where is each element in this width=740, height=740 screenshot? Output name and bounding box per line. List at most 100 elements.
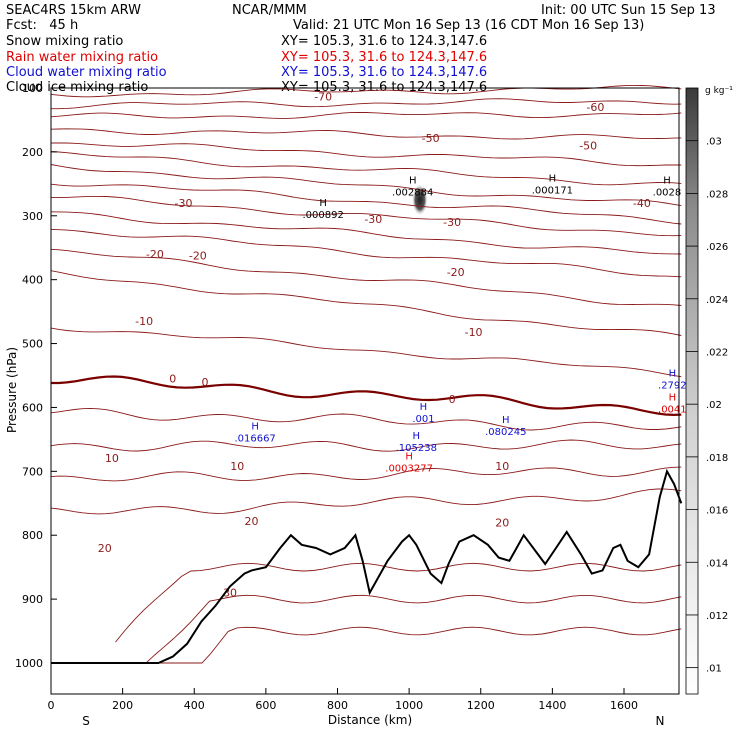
- isotherm-label: -10: [135, 315, 153, 328]
- y-axis-label: Pressure (hPa): [5, 347, 19, 433]
- isotherm-line: [51, 98, 682, 110]
- isotherm-line: [51, 195, 682, 237]
- freezing-level-line: [51, 375, 682, 417]
- init-time: Init: 00 UTC Sun 15 Sep 13: [541, 3, 716, 18]
- y-tick-label: 1000: [15, 657, 43, 670]
- isotherm-label: 10: [230, 460, 244, 473]
- isotherm-label: -20: [146, 248, 164, 261]
- snow-max-value: .000892: [302, 210, 343, 221]
- isotherm-label: 10: [495, 460, 509, 473]
- field-name-snow: Snow mixing ratio: [6, 34, 124, 49]
- y-tick-label: 900: [22, 593, 43, 606]
- isotherm-line: [50, 488, 682, 515]
- isotherm-line: [50, 228, 682, 278]
- snow-max-shading: [411, 183, 428, 216]
- isotherm-label: -20: [447, 266, 465, 279]
- x-tick-label: 1400: [538, 699, 566, 712]
- y-tick-label: 200: [22, 146, 43, 159]
- isotherm-line: [50, 111, 682, 119]
- snow-max-value: .002884: [392, 187, 433, 198]
- colorbar-tick-label: .03: [706, 137, 722, 148]
- cloud_water-max-value: .2792: [658, 380, 687, 391]
- isotherm-line: [115, 562, 682, 643]
- field-name-cloud-water: Cloud water mixing ratio: [6, 65, 167, 80]
- x-tick-label: 600: [255, 699, 276, 712]
- isotherm-label: -50: [422, 132, 440, 145]
- isotherm-label: 0: [169, 373, 176, 386]
- isotherm-label: 0: [449, 393, 456, 406]
- y-tick-label: 300: [22, 210, 43, 223]
- x-tick-label: 200: [112, 699, 133, 712]
- x-tick-label: 800: [327, 699, 348, 712]
- field-name-rain: Rain water mixing ratio: [6, 50, 159, 65]
- cloud_water-max-marker: H: [502, 415, 510, 426]
- colorbar-tick-label: .012: [706, 611, 728, 622]
- field-xy-snow: XY= 105.3, 31.6 to 124.3,147.6: [281, 34, 488, 49]
- isotherm-line: [50, 164, 682, 207]
- y-tick-label: 700: [22, 465, 43, 478]
- isotherm-label: 20: [495, 516, 509, 529]
- y-tick-label: 400: [22, 274, 43, 287]
- snow-max-marker: H: [319, 198, 327, 209]
- snow-max-value: .000171: [532, 186, 573, 197]
- isotherm-line: [50, 248, 682, 306]
- cloud_water-max-marker: H: [251, 421, 259, 432]
- isotherm-label: -70: [314, 90, 332, 103]
- isotherm-label: -60: [586, 101, 604, 114]
- x-tick-label: 1600: [610, 699, 638, 712]
- cloud_water-max-marker: H: [420, 402, 428, 413]
- x-tick-label: 0: [48, 699, 55, 712]
- colorbar-tick-label: .018: [706, 453, 728, 464]
- forecast-hour: Fcst: 45 h: [6, 18, 79, 33]
- isotherm-label: -30: [364, 213, 382, 226]
- isotherm-line: [50, 466, 682, 482]
- isotherm-label: -40: [633, 197, 651, 210]
- isotherm-line: [50, 142, 682, 167]
- colorbar-unit-label: g kg⁻¹: [705, 86, 733, 96]
- snow-max-marker: H: [549, 174, 557, 185]
- rain-max-value: .0041: [658, 405, 687, 416]
- isotherm-line: [50, 407, 682, 431]
- isotherm-label: -50: [579, 140, 597, 153]
- rain-max-value: .0003277: [385, 463, 433, 474]
- colorbar-tick-label: .022: [706, 347, 728, 358]
- isotherm-line: [50, 211, 682, 255]
- x-tick-label: 1000: [395, 699, 423, 712]
- colorbar: [685, 87, 699, 695]
- field-xy-rain: XY= 105.3, 31.6 to 124.3,147.6: [281, 50, 488, 65]
- cloud_water-max-value: .105238: [396, 443, 437, 454]
- isotherm-label: -10: [465, 326, 483, 339]
- colorbar-tick-label: .014: [706, 558, 728, 569]
- cloud_water-max-value: .080245: [485, 427, 526, 438]
- isotherm-line: [158, 626, 682, 664]
- isotherm-label: -30: [175, 197, 193, 210]
- title: SEAC4RS 15km ARW: [6, 3, 142, 18]
- isotherm-line: [50, 183, 682, 225]
- colorbar-tick-label: .026: [706, 242, 728, 253]
- y-tick-label: 800: [22, 529, 43, 542]
- isotherm-line: [50, 270, 682, 336]
- endpoint-right: N: [656, 714, 665, 728]
- x-tick-label: 400: [184, 699, 205, 712]
- isotherm-line: [50, 439, 682, 452]
- y-tick-label: 500: [22, 338, 43, 351]
- field-xy-cloud-water: XY= 105.3, 31.6 to 124.3,147.6: [281, 65, 488, 80]
- endpoint-left: S: [82, 714, 90, 728]
- snow-max-marker: H: [409, 175, 417, 186]
- isotherm-label: 10: [105, 452, 119, 465]
- x-axis-label: Distance (km): [328, 713, 412, 727]
- cloud_water-max-marker: H: [669, 368, 677, 379]
- isotherm-line: [50, 128, 682, 140]
- valid-time: Valid: 21 UTC Mon 16 Sep 13 (16 CDT Mon …: [293, 18, 645, 33]
- terrain-line: [51, 468, 683, 664]
- colorbar-tick-label: .02: [706, 400, 722, 411]
- isotherm-line: [50, 327, 682, 378]
- isotherm-label: 0: [201, 376, 208, 389]
- isotherm-label: 20: [98, 542, 112, 555]
- isotherm-line: [50, 84, 682, 98]
- plot-frame: [50, 87, 680, 695]
- colorbar-tick-label: .01: [706, 664, 722, 675]
- cloud_water-max-value: .001: [412, 414, 434, 425]
- snow-max-marker: H: [663, 175, 671, 186]
